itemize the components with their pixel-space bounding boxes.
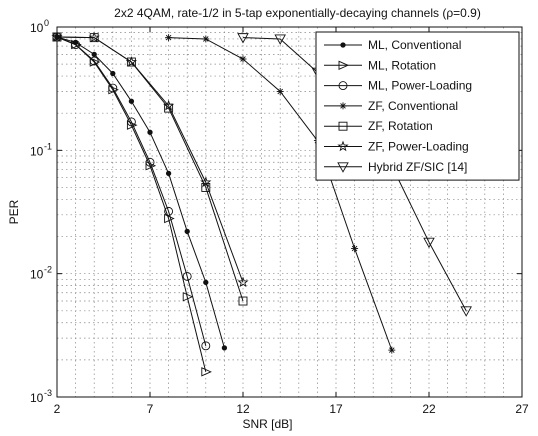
legend-marker (338, 60, 350, 70)
data-point (221, 345, 228, 351)
data-point (201, 367, 212, 377)
y-axis-label: PER (7, 199, 21, 224)
data-point (71, 40, 81, 50)
legend-label: Hybrid ZF/SIC [14] (368, 160, 467, 174)
data-point (145, 157, 155, 167)
data-point (201, 341, 211, 351)
legend-label: ZF, Power-Loading (368, 140, 469, 154)
data-point (164, 213, 175, 224)
data-point (147, 129, 153, 135)
series-4 (165, 34, 396, 354)
legend-label: ML, Conventional (368, 38, 461, 52)
data-point (184, 228, 190, 235)
legend-entry: ZF, Rotation (324, 119, 433, 133)
legend-entry: ZF, Power-Loading (324, 140, 469, 154)
series-line (56, 36, 207, 346)
data-point (164, 206, 174, 216)
legend-label: ZF, Rotation (368, 119, 433, 133)
data-point (51, 31, 63, 42)
data-point (423, 237, 435, 249)
legend-label: ZF, Conventional (368, 99, 458, 113)
y-tick-label-exponent: -1 (44, 141, 52, 151)
y-tick-label: 10 -3 (30, 388, 52, 405)
y-tick-label-exponent: -2 (44, 265, 52, 275)
data-point (126, 117, 136, 127)
data-point (238, 296, 248, 306)
data-point (91, 51, 97, 58)
x-tick-label: 12 (236, 402, 250, 416)
legend-marker (340, 42, 346, 48)
series-1 (54, 34, 228, 351)
legend-label: ML, Power-Loading (368, 79, 472, 93)
data-point (108, 83, 118, 93)
data-point (274, 34, 286, 45)
x-tick-label: 7 (147, 402, 154, 416)
legend-marker (337, 140, 349, 152)
legend-entry: ML, Rotation (324, 58, 436, 72)
legend-entry: ML, Power-Loading (324, 79, 472, 93)
series-line (56, 36, 207, 372)
data-point (460, 306, 472, 317)
legend-marker (338, 81, 348, 91)
data-point (89, 56, 99, 66)
legend: ML, Conventional ML, Rotation ML, Power-Lo… (315, 31, 520, 181)
data-point (163, 99, 175, 111)
y-tick-label-base: 10 (30, 268, 44, 282)
y-tick-label-base: 10 (30, 391, 44, 405)
data-point (164, 103, 174, 113)
series-line (56, 36, 244, 283)
legend-marker (338, 121, 348, 131)
data-point (200, 176, 212, 188)
x-tick-label: 27 (515, 402, 529, 416)
y-tick-label-base: 10 (30, 21, 44, 35)
data-point (165, 34, 173, 42)
data-point (237, 276, 249, 288)
chart-title: 2x2 4QAM, rate-1/2 in 5-tap exponentiall… (114, 6, 481, 20)
data-point (388, 346, 396, 354)
x-axis-label: SNR [dB] (242, 417, 292, 431)
data-point (203, 279, 209, 286)
y-tick-label-exponent: -3 (44, 388, 52, 398)
x-tick-label: 22 (422, 402, 436, 416)
legend-entry: Hybrid ZF/SIC [14] (324, 160, 467, 174)
y-tick-label: 10 0 (30, 18, 49, 35)
series-5 (52, 32, 248, 306)
data-point (110, 70, 116, 77)
y-tick-label-base: 10 (30, 144, 44, 158)
y-tick-label-exponent: 0 (44, 18, 49, 28)
data-point (165, 170, 172, 177)
series-6 (51, 31, 249, 288)
data-point (128, 98, 135, 104)
data-point (182, 292, 194, 302)
data-point (202, 35, 210, 43)
plot-area-frame (56, 26, 523, 398)
data-point (351, 244, 359, 252)
legend-label: ML, Rotation (368, 58, 436, 72)
legend-entry: ZF, Conventional (324, 99, 458, 113)
data-point (237, 33, 249, 44)
legend-marker (339, 102, 347, 110)
data-point (88, 31, 100, 43)
data-point (239, 55, 247, 63)
legend-marker (337, 162, 349, 173)
y-tick-label: 10 -2 (30, 265, 52, 282)
legend-entry: ML, Conventional (324, 38, 461, 52)
x-tick-label: 2 (54, 402, 61, 416)
x-tick-label: 17 (329, 402, 343, 416)
y-tick-label: 10 -1 (30, 141, 52, 158)
data-point (276, 87, 284, 95)
data-point (182, 271, 192, 281)
data-point (125, 56, 137, 67)
series-line (56, 36, 225, 349)
